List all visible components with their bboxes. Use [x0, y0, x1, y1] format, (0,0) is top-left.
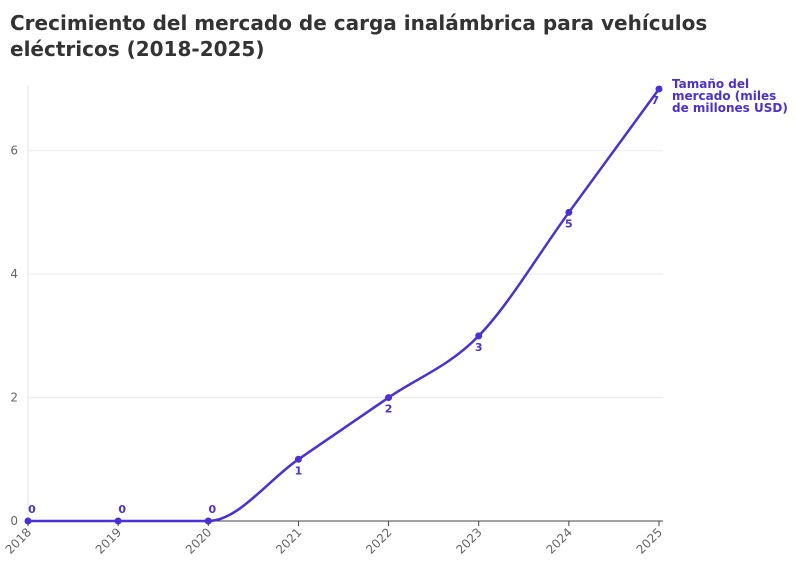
y-tick-label: 4 [10, 267, 18, 281]
point [204, 517, 212, 525]
x-tick-label: 2025 [634, 525, 665, 556]
x-tick-label: 2021 [273, 525, 304, 556]
point [565, 208, 573, 216]
point [475, 332, 483, 340]
y-tick-label: 6 [10, 144, 18, 158]
data-label: 7 [651, 94, 659, 107]
legend-label: Tamaño del mercado (miles de millones US… [672, 77, 788, 115]
point [114, 517, 122, 525]
x-tick-label: 2018 [3, 525, 34, 556]
chart-title: Crecimiento del mercado de carga inalámb… [10, 11, 708, 61]
x-tick-label: 2020 [183, 525, 214, 556]
data-label: 3 [475, 341, 483, 354]
x-tick-label: 2024 [543, 525, 574, 556]
point [655, 85, 663, 93]
line [27, 88, 661, 523]
data-label: 2 [385, 403, 393, 416]
x-tick-label: 2019 [93, 525, 124, 556]
data-label: 0 [208, 503, 216, 516]
data-label: 0 [118, 503, 126, 516]
data-label: 5 [565, 217, 573, 230]
point [24, 517, 32, 525]
data-label: 1 [295, 464, 303, 477]
data-label: 0 [28, 503, 36, 516]
point [385, 394, 393, 402]
y-tick-label: 2 [10, 391, 18, 405]
point [294, 455, 302, 463]
y-tick-label: 0 [10, 514, 18, 528]
x-tick-label: 2023 [453, 525, 484, 556]
x-tick-label: 2022 [363, 525, 394, 556]
